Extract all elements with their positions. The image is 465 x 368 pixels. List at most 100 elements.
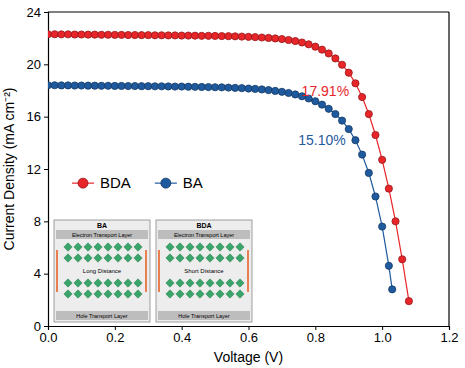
inset-octahedron bbox=[94, 243, 102, 251]
inset-octahedron bbox=[94, 279, 102, 287]
tick-label: 1.0 bbox=[374, 330, 392, 345]
series-marker bbox=[151, 32, 158, 39]
series-marker bbox=[185, 32, 192, 39]
series-line bbox=[48, 34, 409, 301]
tick-label: 20 bbox=[27, 57, 41, 72]
tick: 0.6 bbox=[240, 326, 258, 345]
inset-octahedron bbox=[124, 290, 132, 298]
inset-octahedron bbox=[134, 279, 142, 287]
inset-octahedron bbox=[216, 243, 224, 251]
series-marker bbox=[105, 82, 112, 89]
inset-octahedron bbox=[176, 243, 184, 251]
tick: 0.2 bbox=[106, 326, 124, 345]
series-marker bbox=[372, 131, 379, 138]
series-marker bbox=[272, 87, 279, 94]
inset-octahedron bbox=[104, 290, 112, 298]
series-marker bbox=[278, 88, 285, 95]
series-marker bbox=[118, 82, 125, 89]
series-marker bbox=[325, 50, 332, 57]
series-marker bbox=[118, 31, 125, 38]
inset-octahedron bbox=[186, 290, 194, 298]
series-marker bbox=[138, 32, 145, 39]
inset-octahedron bbox=[134, 290, 142, 298]
series-marker bbox=[158, 32, 165, 39]
tick: 12 bbox=[27, 162, 48, 177]
series-marker bbox=[178, 32, 185, 39]
series-marker bbox=[379, 156, 386, 163]
series-marker bbox=[71, 31, 78, 38]
tick: 0 bbox=[34, 319, 48, 334]
inset-octahedron bbox=[186, 279, 194, 287]
inset-distance-label: Short Distance bbox=[184, 268, 224, 274]
series-marker bbox=[211, 84, 218, 91]
inset-octahedron bbox=[176, 279, 184, 287]
series-marker bbox=[245, 33, 252, 40]
inset-octahedron bbox=[104, 254, 112, 262]
inset-arrow bbox=[158, 250, 160, 292]
inset-octahedron bbox=[236, 254, 244, 262]
inset-octahedron bbox=[124, 279, 132, 287]
legend-label: BDA bbox=[100, 174, 131, 191]
frame-right bbox=[448, 12, 449, 326]
series-marker bbox=[51, 82, 58, 89]
series-marker bbox=[338, 117, 345, 124]
tick-label: 12 bbox=[27, 162, 41, 177]
inset-etl bbox=[158, 230, 250, 239]
series-marker bbox=[385, 185, 392, 192]
tick-label: 0.6 bbox=[240, 330, 258, 345]
inset-octahedron bbox=[166, 279, 174, 287]
series-marker bbox=[58, 31, 65, 38]
series-marker bbox=[345, 69, 352, 76]
series-marker bbox=[178, 83, 185, 90]
inset-octahedron bbox=[84, 279, 92, 287]
y-axis-line bbox=[44, 13, 49, 327]
series-marker bbox=[105, 31, 112, 38]
inset-title: BDA bbox=[196, 222, 211, 229]
inset-octahedron bbox=[186, 254, 194, 262]
series-marker bbox=[64, 82, 71, 89]
series-marker bbox=[218, 84, 225, 91]
inset-octahedron bbox=[196, 290, 204, 298]
inset-octahedron bbox=[226, 290, 234, 298]
series-marker bbox=[298, 39, 305, 46]
inset-arrow bbox=[145, 250, 147, 292]
series-marker bbox=[131, 31, 138, 38]
tick: 0.4 bbox=[173, 326, 191, 345]
inset-octahedron bbox=[216, 254, 224, 262]
inset-octahedron bbox=[74, 290, 82, 298]
inset-octahedron bbox=[196, 254, 204, 262]
series-marker bbox=[312, 43, 319, 50]
inset-octahedron bbox=[226, 254, 234, 262]
inset-htl bbox=[56, 311, 148, 320]
inset-htl-label: Hole Transport Layer bbox=[76, 313, 128, 319]
series-marker bbox=[111, 31, 118, 38]
inset-octahedron bbox=[84, 290, 92, 298]
inset-octahedron bbox=[64, 290, 72, 298]
series-marker bbox=[332, 55, 339, 62]
inset-octahedron bbox=[206, 243, 214, 251]
series-marker bbox=[58, 82, 65, 89]
inset-octahedron bbox=[64, 254, 72, 262]
inset-octahedron bbox=[236, 290, 244, 298]
series-marker bbox=[191, 83, 198, 90]
series-marker bbox=[191, 32, 198, 39]
series-marker bbox=[292, 37, 299, 44]
inset-octahedron bbox=[114, 243, 122, 251]
series-marker bbox=[318, 101, 325, 108]
series-marker bbox=[205, 32, 212, 39]
inset-octahedron bbox=[206, 254, 214, 262]
x-axis-title: Voltage (V) bbox=[214, 349, 283, 365]
inset-octahedron bbox=[74, 254, 82, 262]
series-marker bbox=[325, 105, 332, 112]
tick-label: 0.4 bbox=[173, 330, 191, 345]
series-marker bbox=[185, 83, 192, 90]
inset-octahedron bbox=[74, 279, 82, 287]
data-marks bbox=[48, 31, 413, 305]
inset-octahedron bbox=[216, 290, 224, 298]
series-marker bbox=[352, 80, 359, 87]
tick-label: 4 bbox=[34, 266, 41, 281]
y-axis: 04812162024 bbox=[27, 5, 49, 334]
series-line bbox=[48, 85, 392, 289]
inset-panel: BAElectron Transport LayerHole Transport… bbox=[54, 220, 150, 322]
inset-octahedron bbox=[114, 254, 122, 262]
